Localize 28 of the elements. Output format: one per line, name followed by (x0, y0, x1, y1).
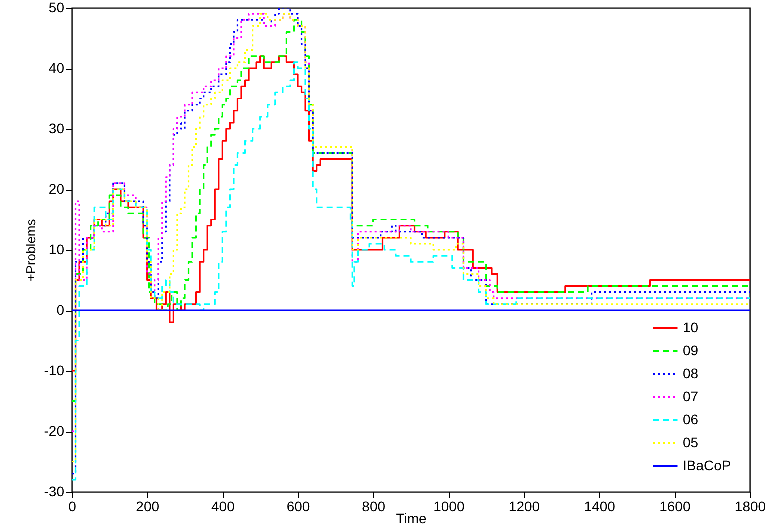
legend-label: 09 (683, 342, 699, 358)
x-tick-label: 1200 (508, 498, 540, 514)
legend-label: 08 (683, 366, 699, 382)
x-tick-label: 800 (362, 498, 386, 514)
y-tick-label: 50 (48, 0, 65, 16)
legend-label: 07 (683, 388, 699, 404)
y-tick-label: 30 (48, 120, 65, 136)
y-tick-label: 20 (48, 181, 65, 197)
y-tick-label: -20 (44, 423, 65, 439)
x-tick-label: 0 (68, 498, 77, 514)
legend-label: 10 (683, 320, 699, 336)
x-tick-label: 1600 (660, 498, 691, 514)
y-tick-label: 0 (56, 302, 65, 318)
y-axis-title: +Problems (23, 218, 38, 282)
y-tick-label: -30 (44, 484, 65, 500)
x-axis-title: Time (396, 510, 428, 526)
x-tick-label: 400 (211, 498, 236, 514)
legend-label: IBaCoP (683, 458, 732, 474)
legend-label: 06 (683, 412, 699, 428)
x-tick-label: 200 (136, 498, 160, 514)
x-tick-label: 1000 (434, 498, 465, 514)
x-tick-label: 1400 (584, 498, 616, 514)
y-tick-label: -10 (44, 362, 65, 378)
x-tick-label: 1800 (734, 498, 766, 514)
legend-label: 05 (683, 434, 699, 450)
x-tick-label: 600 (286, 498, 310, 514)
y-tick-label: 10 (48, 242, 65, 258)
y-tick-label: 40 (48, 60, 65, 76)
